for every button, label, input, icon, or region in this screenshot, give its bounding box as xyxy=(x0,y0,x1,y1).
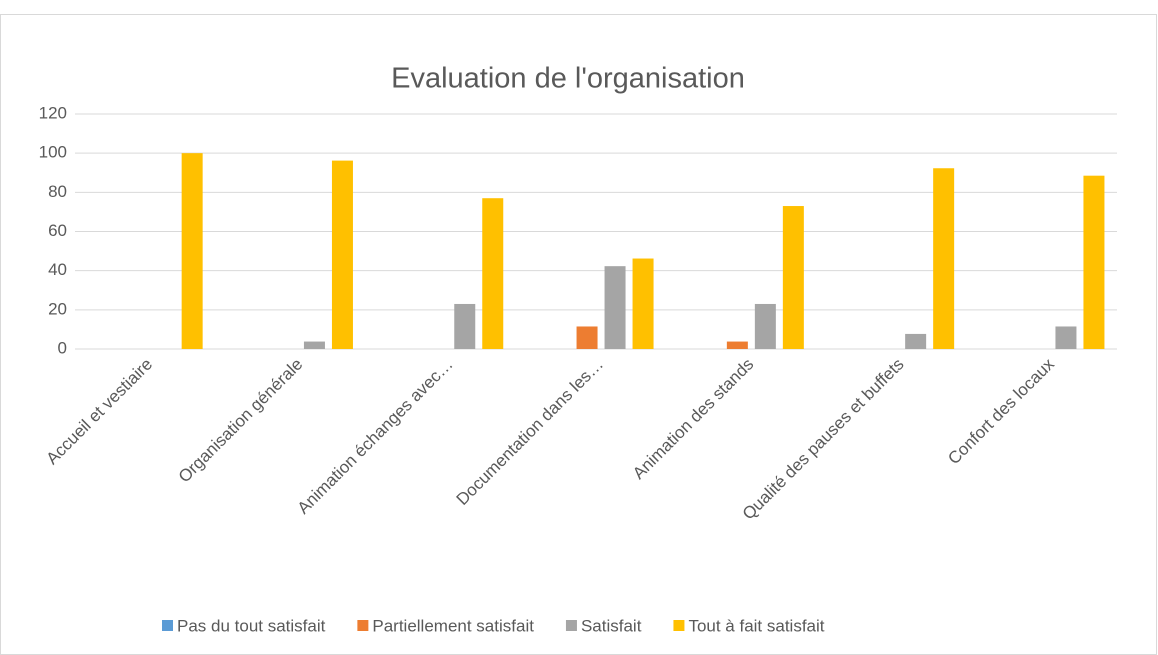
legend-swatch xyxy=(162,620,173,631)
bar xyxy=(181,153,203,349)
y-tick-label: 100 xyxy=(39,143,67,162)
legend-label: Tout à fait satisfait xyxy=(688,616,824,635)
bar xyxy=(905,333,927,349)
y-tick-label: 0 xyxy=(58,338,67,357)
legend-swatch xyxy=(357,620,369,631)
y-tick-label: 20 xyxy=(48,299,67,318)
bar xyxy=(726,341,748,349)
bar xyxy=(331,160,353,349)
bar xyxy=(454,303,476,349)
legend-label: Partiellement satisfait xyxy=(372,616,534,635)
y-tick-label: 80 xyxy=(48,182,67,201)
y-tick-label: 40 xyxy=(48,260,67,279)
bar xyxy=(303,341,325,349)
chart-title: Evaluation de l'organisation xyxy=(391,63,745,95)
bar xyxy=(782,206,804,349)
bar xyxy=(754,303,776,349)
bar xyxy=(604,266,626,349)
bar xyxy=(933,168,955,349)
bar xyxy=(1055,326,1077,349)
y-tick-label: 60 xyxy=(48,221,67,240)
bar xyxy=(576,326,598,349)
bar xyxy=(1083,175,1105,349)
bar xyxy=(482,198,504,349)
legend-label: Satisfait xyxy=(581,616,642,635)
y-tick-label: 120 xyxy=(39,103,67,122)
legend-swatch xyxy=(565,620,577,631)
bar xyxy=(632,258,654,349)
legend-swatch xyxy=(673,620,685,631)
legend-label: Pas du tout satisfait xyxy=(177,616,326,635)
